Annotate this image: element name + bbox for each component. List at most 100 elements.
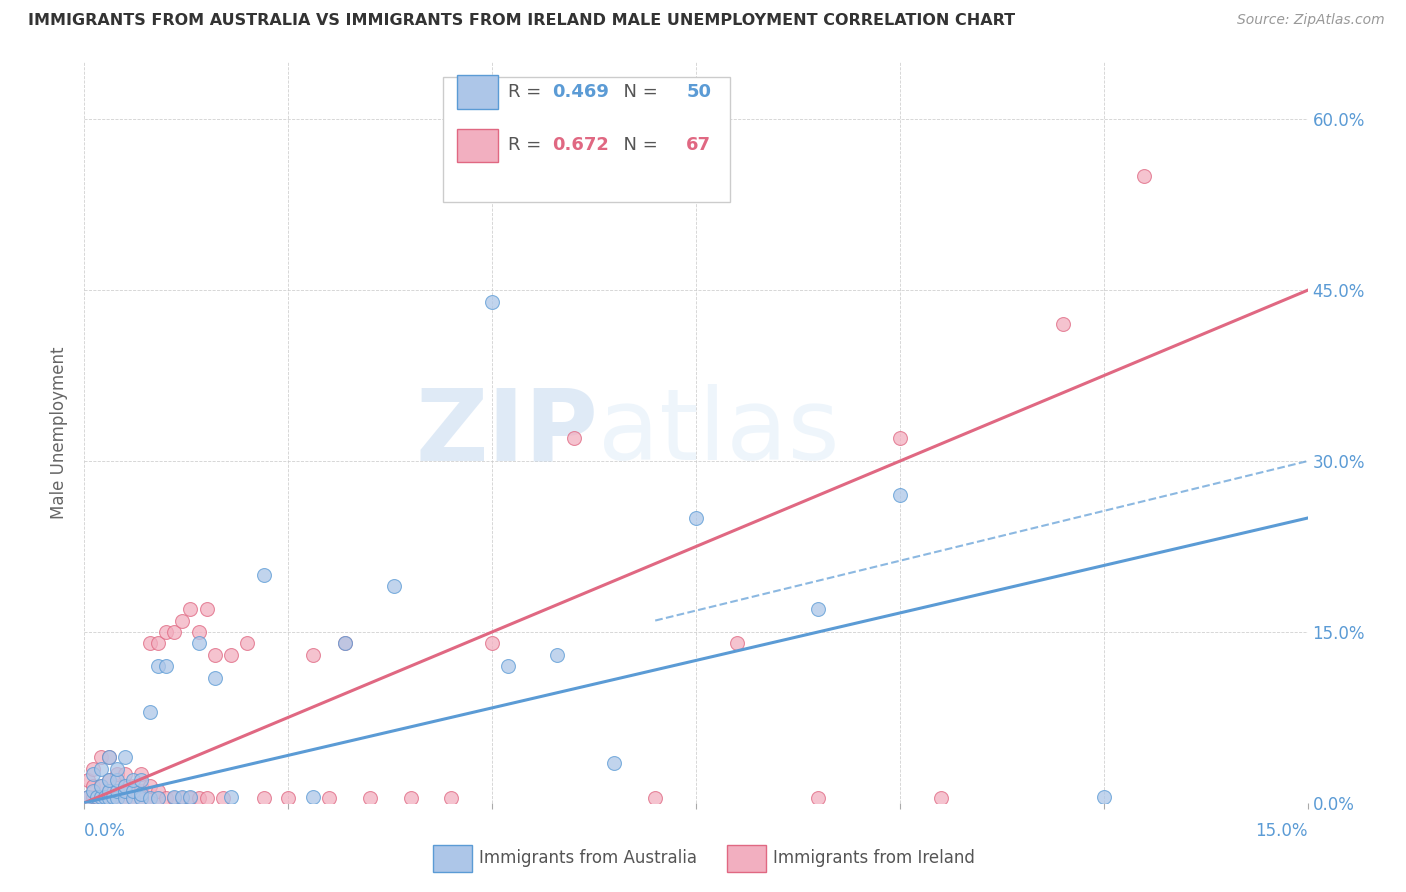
Text: N =: N = [612,83,664,101]
Point [97,772,120,787]
Text: Immigrants from Australia: Immigrants from Australia [479,849,697,867]
Point [114,779,136,793]
Point [172,790,194,805]
Point [90,790,112,805]
Point [172,614,194,628]
Point [889,488,911,502]
Point [105,762,128,776]
Point [253,791,276,805]
Text: 0.0%: 0.0% [84,822,127,840]
Text: R =: R = [508,136,547,154]
Point [114,779,136,793]
Point [212,791,235,805]
Point [97,750,120,764]
Point [562,431,585,445]
Point [187,791,209,805]
Point [807,791,830,805]
Point [77,772,100,787]
Text: 50: 50 [686,83,711,101]
Point [187,636,209,650]
Point [138,779,160,793]
Point [195,602,218,616]
Point [146,636,169,650]
Point [301,790,323,805]
Point [204,671,226,685]
Point [382,579,405,593]
Point [498,659,520,673]
Point [236,636,259,650]
Text: 15.0%: 15.0% [1256,822,1308,840]
Point [114,784,136,798]
Point [481,294,503,309]
Point [644,791,666,805]
Text: IMMIGRANTS FROM AUSTRALIA VS IMMIGRANTS FROM IRELAND MALE UNEMPLOYMENT CORRELATI: IMMIGRANTS FROM AUSTRALIA VS IMMIGRANTS … [28,13,1015,29]
Point [163,624,186,639]
Point [138,791,160,805]
Point [101,790,124,805]
Text: ZIP: ZIP [415,384,598,481]
Point [97,750,120,764]
Point [90,779,112,793]
Point [114,791,136,805]
Point [105,791,128,805]
Point [179,791,201,805]
Point [131,772,153,787]
Point [399,791,422,805]
Point [546,648,568,662]
Point [122,791,145,805]
Point [86,790,108,805]
Point [105,772,128,787]
Point [603,756,626,770]
Point [219,790,242,805]
Point [97,784,120,798]
FancyBboxPatch shape [443,78,730,202]
Point [82,767,104,781]
Point [93,790,115,805]
Point [138,791,160,805]
Point [90,779,112,793]
FancyBboxPatch shape [727,845,766,871]
Point [685,511,707,525]
Point [114,791,136,805]
Point [131,791,153,805]
Point [131,767,153,781]
FancyBboxPatch shape [433,845,472,871]
Point [90,790,112,805]
Point [146,791,169,805]
Point [146,659,169,673]
Text: Immigrants from Ireland: Immigrants from Ireland [773,849,974,867]
Point [122,779,145,793]
Point [253,568,276,582]
Point [318,791,340,805]
Point [97,784,120,798]
Point [725,636,748,650]
Point [114,767,136,781]
Point [90,750,112,764]
Point [1133,169,1156,184]
Point [155,659,177,673]
Point [82,779,104,793]
Point [1092,790,1115,805]
Point [114,784,136,798]
Point [131,791,153,805]
Point [1052,318,1074,332]
Point [172,791,194,805]
Point [301,648,323,662]
Point [131,787,153,801]
Point [146,791,169,805]
Point [138,705,160,719]
Point [195,791,218,805]
Point [929,791,952,805]
Point [155,791,177,805]
FancyBboxPatch shape [457,128,498,162]
Point [77,790,100,805]
Point [86,790,108,805]
Point [122,791,145,805]
Point [335,636,357,650]
Point [122,784,145,798]
Point [440,791,463,805]
Point [277,791,299,805]
Point [163,790,186,805]
Point [204,648,226,662]
Point [105,767,128,781]
